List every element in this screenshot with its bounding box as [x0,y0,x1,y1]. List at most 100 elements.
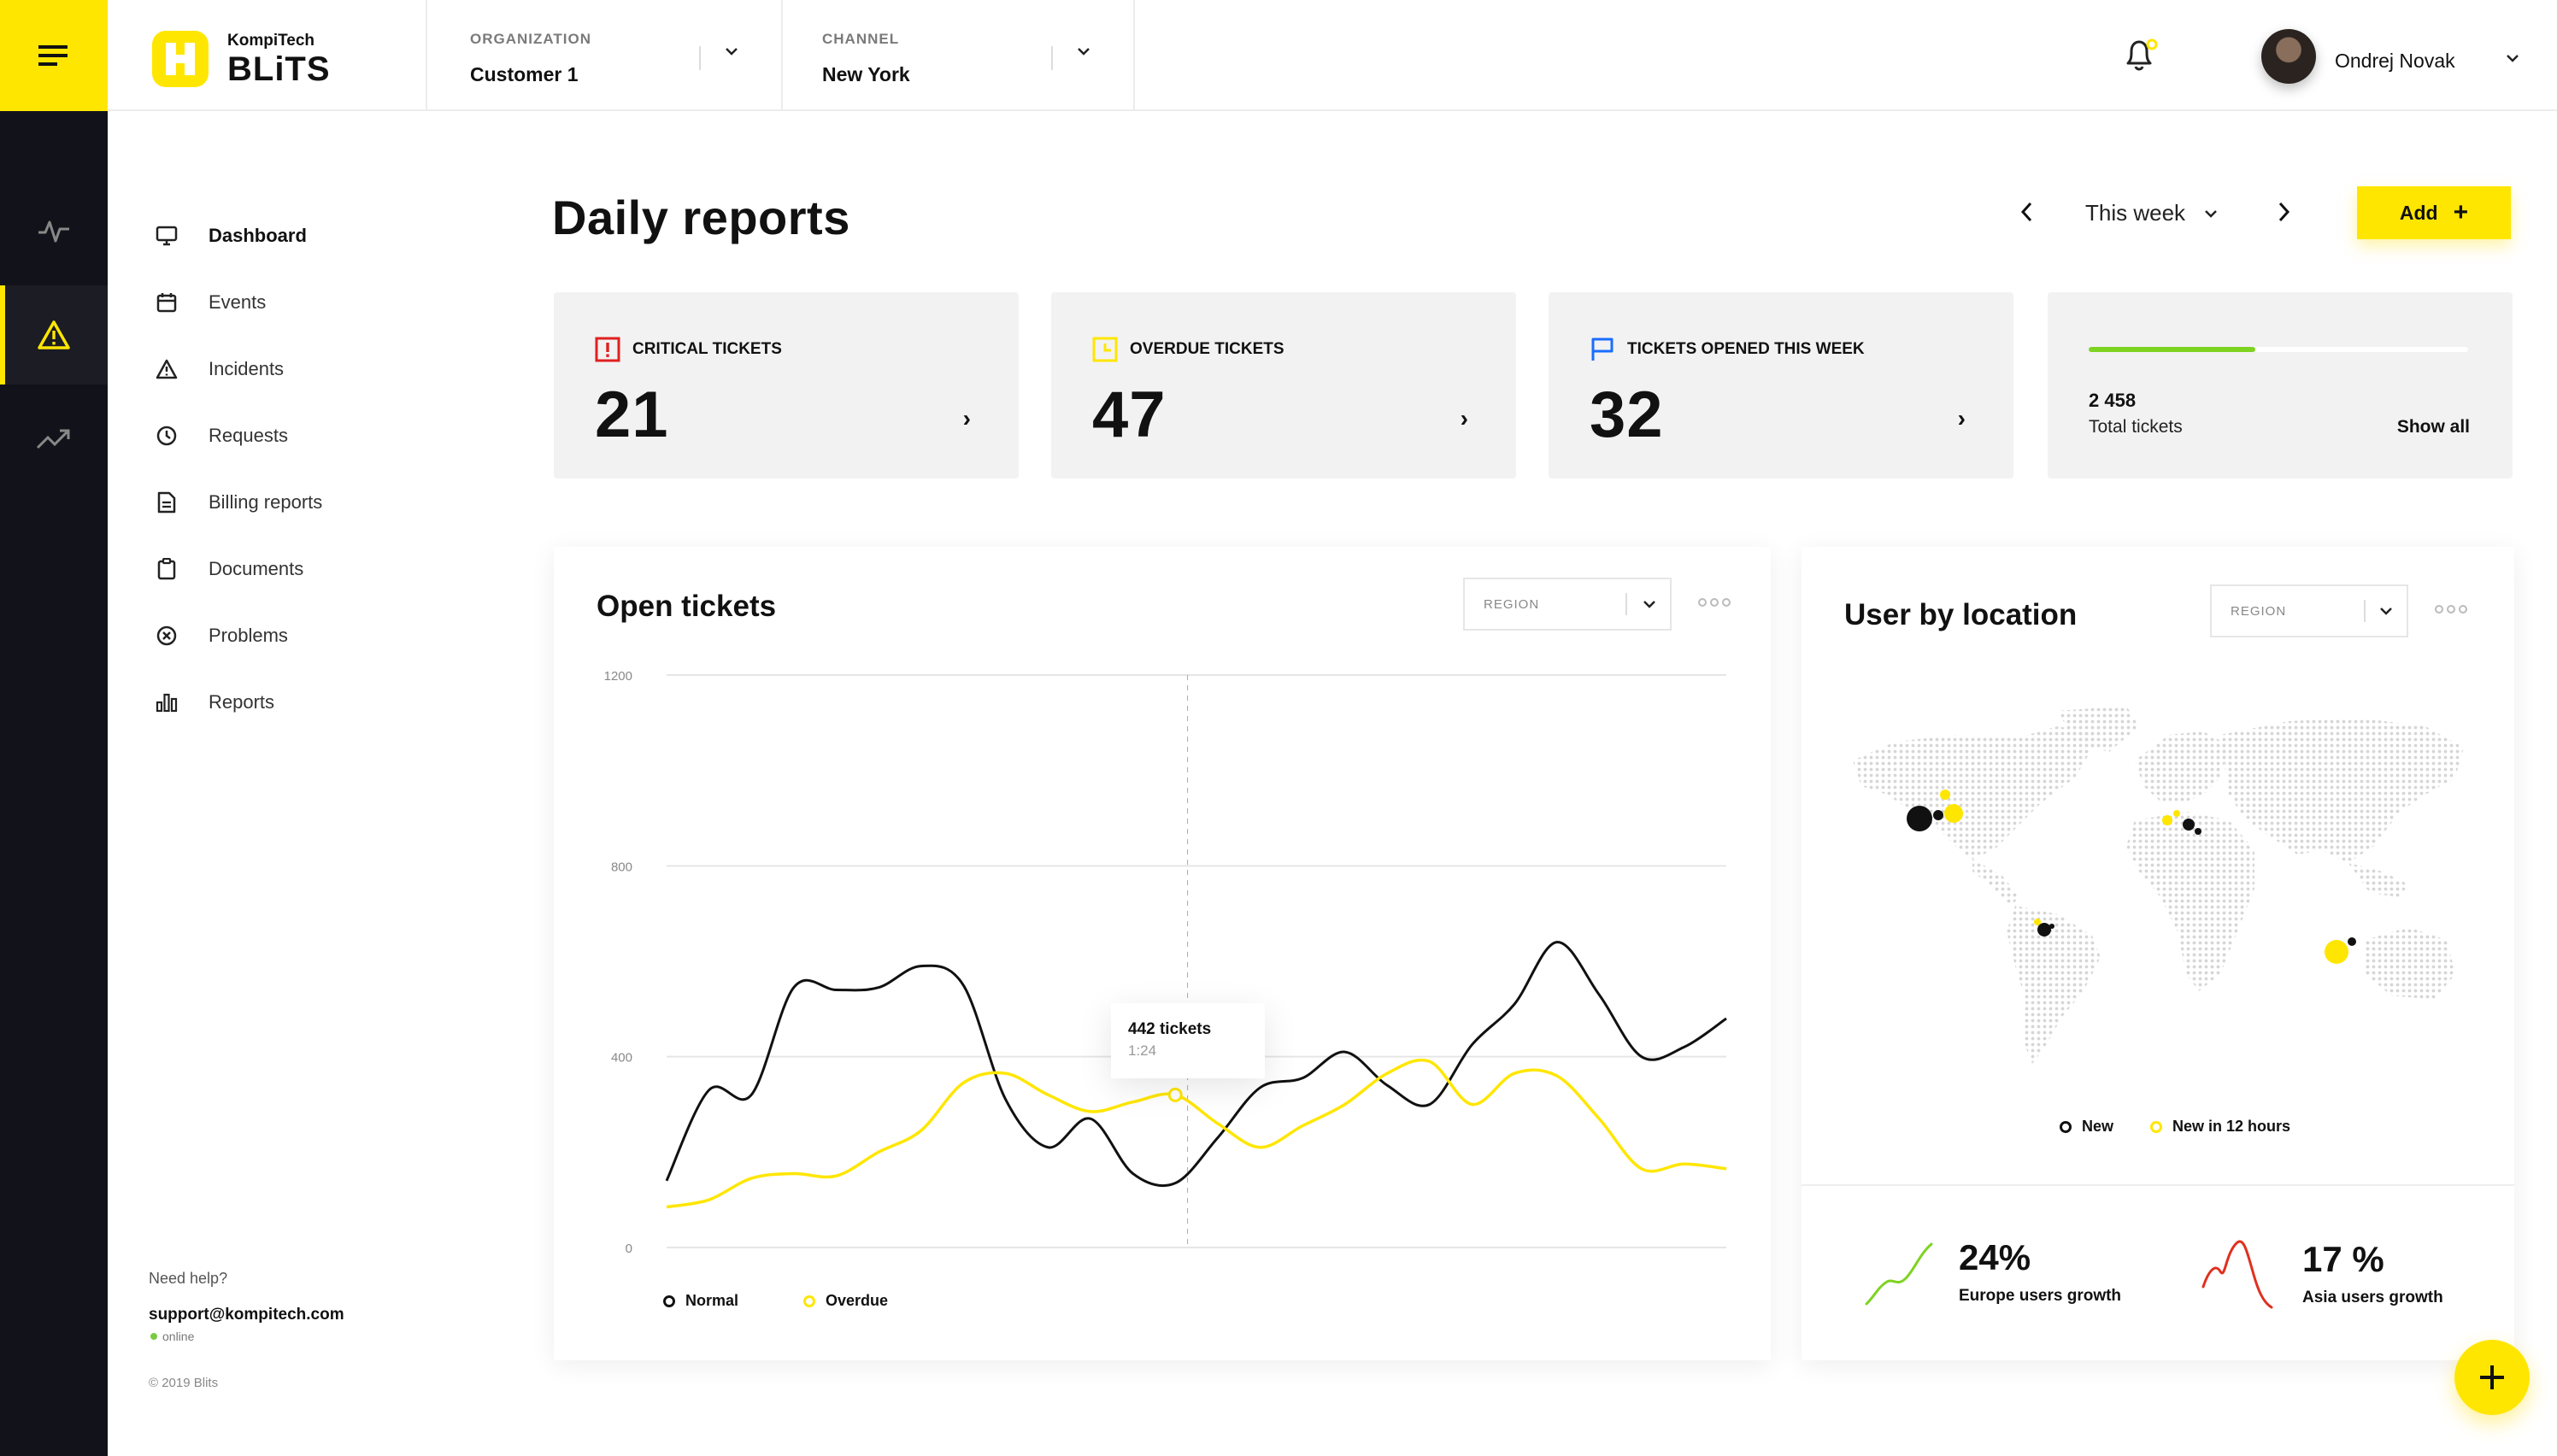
y-tick-label: 400 [611,1051,632,1066]
world-map-icon [1853,706,2464,1064]
region-select-label: REGION [2231,603,2287,619]
monitor-icon [154,223,179,249]
y-tick-label: 800 [611,860,632,874]
asia-growth-label: Asia users growth [2302,1289,2443,1306]
europe-growth-sparkline-icon [1865,1242,1933,1306]
europe-growth-label: Europe users growth [1959,1287,2122,1305]
card-title: TICKETS OPENED THIS WEEK [1627,340,1865,358]
calendar-icon [154,290,179,315]
legend-label: New [2082,1118,2114,1135]
x-circle-icon [154,623,179,649]
user-name: Ondrej Novak [2335,50,2455,72]
hovered-point[interactable] [1167,1087,1183,1102]
location-region-select[interactable]: REGION [2210,584,2408,637]
critical-tickets-card[interactable]: CRITICAL TICKETS 21 › [554,292,1019,478]
sidebar-item-label: Billing reports [209,491,323,513]
legend-normal[interactable]: Normal [663,1292,738,1310]
total-progress-track [2089,347,2468,352]
sidebar-item-dashboard[interactable]: Dashboard [154,219,307,253]
more-options-button[interactable] [2434,603,2468,619]
support-status: online [150,1330,194,1343]
flag-icon [1591,338,1614,361]
activity-icon [38,220,69,243]
period-next-button[interactable] [2275,200,2292,228]
panel-divider [1802,1184,2514,1186]
chevron-left-icon [2020,202,2032,222]
opened-tickets-card[interactable]: TICKETS OPENED THIS WEEK 32 › [1549,292,2013,478]
chart-tooltip: 442 tickets 1:24 [1111,1003,1265,1078]
file-icon [154,490,179,515]
avatar[interactable] [2261,29,2316,84]
card-title: OVERDUE TICKETS [1130,340,1284,358]
rail-trends-button[interactable] [0,390,108,489]
rail-activity-button[interactable] [0,181,108,280]
chevron-down-icon [1078,48,1090,56]
sidebar-item-reports[interactable]: Reports [154,685,274,719]
legend-label: Overdue [826,1292,889,1309]
brand-logo[interactable]: KompiTech BLiTS [150,29,331,89]
sidebar-item-incidents[interactable]: Incidents [154,352,284,386]
sidebar-item-label: Reports [209,691,275,713]
channel-dropdown-button[interactable] [1075,44,1092,62]
hamburger-icon [38,45,68,66]
show-all-link[interactable]: Show all [2396,417,2470,437]
region-select-label: REGION [1484,596,1540,612]
support-email-link[interactable]: support@kompitech.com [149,1306,344,1324]
sidebar-item-events[interactable]: Events [154,285,266,320]
trending-up-icon [36,429,70,449]
more-options-button[interactable] [1697,596,1731,613]
select-divider [1051,46,1053,70]
legend-overdue[interactable]: Overdue [803,1292,888,1310]
chevron-right-icon[interactable]: › [1460,405,1468,432]
sidebar-item-label: Events [209,291,267,313]
warning-icon [38,320,70,349]
sidebar-item-label: Incidents [209,358,285,379]
total-progress-fill [2089,347,2256,352]
chevron-down-icon [2205,209,2217,218]
help-label: Need help? [149,1270,228,1287]
overdue-tickets-card[interactable]: OVERDUE TICKETS 47 › [1051,292,1516,478]
card-title: CRITICAL TICKETS [632,340,782,358]
legend-normal-marker-icon [663,1295,675,1307]
card-value: 47 [1092,379,1167,451]
channel-label: CHANNEL [822,31,900,47]
asia-growth-value: 17 % [2302,1239,2384,1279]
chevron-down-icon [2380,608,2392,615]
plus-icon [2480,1365,2504,1389]
page-title: Daily reports [552,191,850,244]
sidebar-item-requests[interactable]: Requests [154,419,288,453]
card-value: 32 [1590,379,1664,451]
period-selector[interactable]: This week [2085,200,2219,226]
sidebar-item-label: Dashboard [209,225,307,246]
alert-square-icon [595,337,620,362]
organization-selector[interactable]: ORGANIZATION Customer 1 [470,31,591,86]
bar-chart-icon [154,690,179,715]
sidebar-item-documents[interactable]: Documents [154,552,303,586]
menu-button[interactable] [0,0,108,111]
series-line-overdue[interactable] [666,1058,1727,1209]
chevron-right-icon[interactable]: › [1957,405,1966,432]
sidebar-item-billing-reports[interactable]: Billing reports [154,485,322,520]
add-button[interactable]: Add + [2357,186,2511,239]
legend-overdue-marker-icon [803,1295,815,1307]
sidebar-item-problems[interactable]: Problems [154,619,288,653]
channel-selector[interactable]: CHANNEL New York [822,31,910,86]
series-line-normal[interactable] [665,941,1727,1188]
clipboard-icon [154,556,179,582]
organization-dropdown-button[interactable] [723,44,740,62]
floating-add-button[interactable] [2454,1340,2530,1415]
legend-new-marker-icon [2060,1120,2072,1133]
chevron-right-icon[interactable]: › [962,405,971,432]
app-rail [0,0,108,1456]
user-menu-button[interactable] [2504,51,2521,69]
header-divider [1133,0,1135,111]
period-prev-button[interactable] [2019,200,2036,228]
rail-alerts-button[interactable] [0,285,108,385]
notifications-button[interactable] [2121,34,2159,79]
open-tickets-region-select[interactable]: REGION [1463,578,1672,631]
more-dots-icon [1698,598,1731,607]
legend-new-12h[interactable]: New in 12 hours [2150,1118,2290,1136]
brand-product: BLiTS [227,50,331,88]
total-tickets-card: 2 458 Total tickets Show all [2048,292,2513,478]
legend-new[interactable]: New [2060,1118,2113,1136]
